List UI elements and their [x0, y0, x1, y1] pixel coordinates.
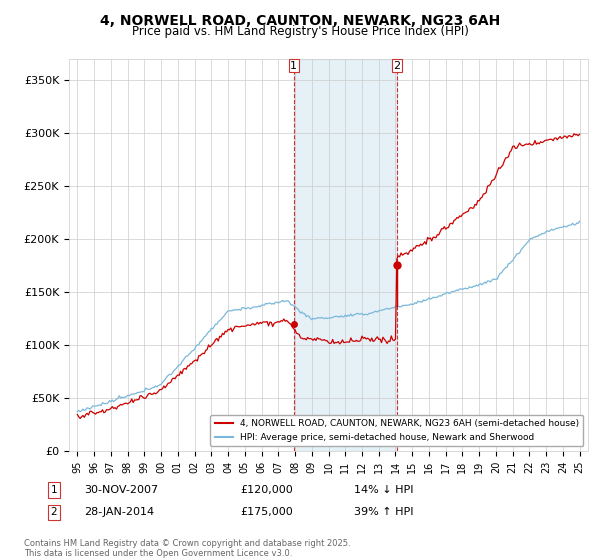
Bar	[293, 59, 397, 451]
Text: 39% ↑ HPI: 39% ↑ HPI	[354, 507, 413, 517]
Text: 1: 1	[290, 61, 297, 71]
Text: 14% ↓ HPI: 14% ↓ HPI	[354, 485, 413, 495]
Text: Contains HM Land Registry data © Crown copyright and database right 2025.
This d: Contains HM Land Registry data © Crown c…	[24, 539, 350, 558]
Text: £120,000: £120,000	[240, 485, 293, 495]
Text: 30-NOV-2007: 30-NOV-2007	[84, 485, 158, 495]
Text: 2: 2	[50, 507, 58, 517]
Text: Price paid vs. HM Land Registry's House Price Index (HPI): Price paid vs. HM Land Registry's House …	[131, 25, 469, 38]
Text: 28-JAN-2014: 28-JAN-2014	[84, 507, 154, 517]
Text: 4, NORWELL ROAD, CAUNTON, NEWARK, NG23 6AH: 4, NORWELL ROAD, CAUNTON, NEWARK, NG23 6…	[100, 14, 500, 28]
Text: 2: 2	[393, 61, 400, 71]
Text: £175,000: £175,000	[240, 507, 293, 517]
Legend: 4, NORWELL ROAD, CAUNTON, NEWARK, NG23 6AH (semi-detached house), HPI: Average p: 4, NORWELL ROAD, CAUNTON, NEWARK, NG23 6…	[210, 415, 583, 446]
Text: 1: 1	[50, 485, 58, 495]
